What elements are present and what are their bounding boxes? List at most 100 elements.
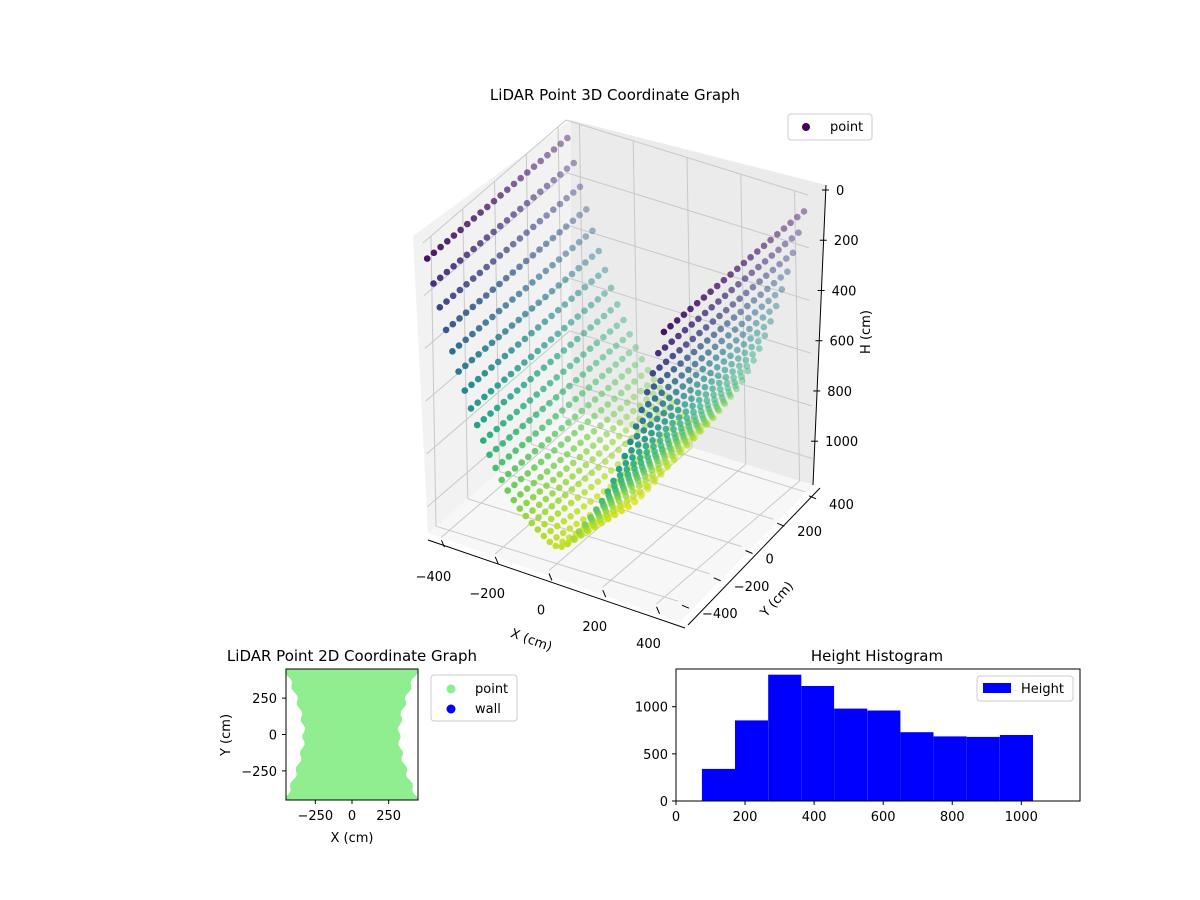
point-3d xyxy=(568,270,576,278)
point-3d xyxy=(688,321,695,328)
point-3d xyxy=(512,447,519,455)
point-3d xyxy=(573,356,581,364)
point-3d xyxy=(516,505,524,512)
point-3d xyxy=(601,266,609,274)
point-3d xyxy=(682,408,690,416)
point-3d xyxy=(734,265,741,273)
point-3d xyxy=(592,359,600,367)
point-3d xyxy=(699,365,707,373)
point-3d xyxy=(767,318,774,325)
point-3d xyxy=(510,496,518,504)
chart-3d: LiDAR Point 3D Coordinate Graph −400 −200… xyxy=(413,86,874,655)
point-3d xyxy=(595,450,603,457)
point-3d xyxy=(654,424,662,431)
point-3d xyxy=(529,252,537,259)
point-3d xyxy=(753,329,761,337)
point-3d xyxy=(617,405,624,412)
point-3d xyxy=(502,328,509,335)
point-3d xyxy=(515,316,522,324)
point-3d xyxy=(737,373,745,381)
point-3d xyxy=(672,388,680,396)
point-3d xyxy=(575,238,583,246)
y-tick-label-3d: 200 xyxy=(797,525,822,540)
point-3d xyxy=(482,292,490,299)
point-3d xyxy=(555,282,562,289)
point-3d xyxy=(653,415,661,423)
point-3d xyxy=(729,301,737,308)
histogram-bar xyxy=(834,708,868,801)
point-3d xyxy=(537,473,544,481)
histogram-bar xyxy=(933,736,967,801)
point-3d xyxy=(542,495,550,503)
point-3d xyxy=(707,288,714,296)
point-3d xyxy=(569,473,576,480)
point-3d xyxy=(519,422,527,430)
histogram-bar xyxy=(735,720,769,801)
point-3d xyxy=(632,423,640,430)
point-3d xyxy=(628,447,635,454)
point-3d xyxy=(606,348,613,355)
point-3d xyxy=(505,470,512,478)
point-3d xyxy=(533,391,540,398)
point-3d xyxy=(691,360,699,368)
point-3d xyxy=(563,451,571,458)
point-3d xyxy=(449,348,456,355)
point-3d xyxy=(703,397,711,404)
point-3d xyxy=(575,480,582,488)
point-3d xyxy=(561,301,569,308)
point-3d xyxy=(611,379,619,386)
point-3d xyxy=(709,385,716,393)
point-3d xyxy=(502,302,510,309)
point-3d xyxy=(547,527,554,535)
point-3d xyxy=(506,414,514,421)
point-3d xyxy=(595,247,602,255)
point-3d xyxy=(582,461,590,469)
point-3d xyxy=(736,295,743,303)
point-3d xyxy=(651,448,658,455)
point-3d xyxy=(564,134,571,142)
point-3d xyxy=(581,475,589,482)
point-3d xyxy=(567,319,575,326)
point-3d xyxy=(583,433,591,441)
z-tick-label-3d: 0 xyxy=(836,184,844,199)
histogram-bar xyxy=(999,735,1033,801)
point-3d xyxy=(760,323,768,331)
point-3d xyxy=(643,448,651,456)
point-3d xyxy=(743,362,751,370)
point-3d xyxy=(768,252,776,259)
point-3d xyxy=(523,499,530,507)
point-3d xyxy=(539,405,547,413)
point-3d xyxy=(497,192,504,199)
point-3d xyxy=(762,272,770,280)
point-3d xyxy=(580,503,588,510)
histogram-bar xyxy=(701,768,735,801)
point-3d xyxy=(587,301,595,309)
point-3d xyxy=(630,493,637,501)
point-3d xyxy=(684,419,692,427)
point-region-2d xyxy=(286,669,418,800)
point-3d xyxy=(548,503,556,510)
point-3d xyxy=(630,460,637,468)
point-3d xyxy=(610,410,618,418)
point-3d xyxy=(481,393,488,401)
point-3d xyxy=(455,368,462,375)
point-3d xyxy=(483,263,490,271)
point-3d xyxy=(662,425,670,433)
point-3d xyxy=(665,383,672,391)
point-3d xyxy=(639,417,646,425)
point-3d xyxy=(751,309,759,316)
point-3d xyxy=(550,146,558,153)
point-3d xyxy=(735,355,742,362)
point-3d xyxy=(650,443,657,450)
point-3d xyxy=(636,454,644,462)
point-3d xyxy=(631,378,638,385)
point-3d xyxy=(605,384,612,392)
point-3d xyxy=(559,388,567,396)
point-3d xyxy=(607,307,614,314)
point-3d xyxy=(523,199,531,207)
point-3d xyxy=(528,305,536,312)
point-3d xyxy=(580,329,588,337)
point-3d xyxy=(776,260,783,268)
x-tick-label-hist: 1000 xyxy=(1005,810,1038,825)
z-tick-label-3d: 800 xyxy=(827,385,852,400)
